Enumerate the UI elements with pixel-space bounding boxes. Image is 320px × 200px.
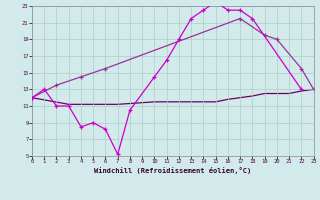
X-axis label: Windchill (Refroidissement éolien,°C): Windchill (Refroidissement éolien,°C) [94,167,252,174]
